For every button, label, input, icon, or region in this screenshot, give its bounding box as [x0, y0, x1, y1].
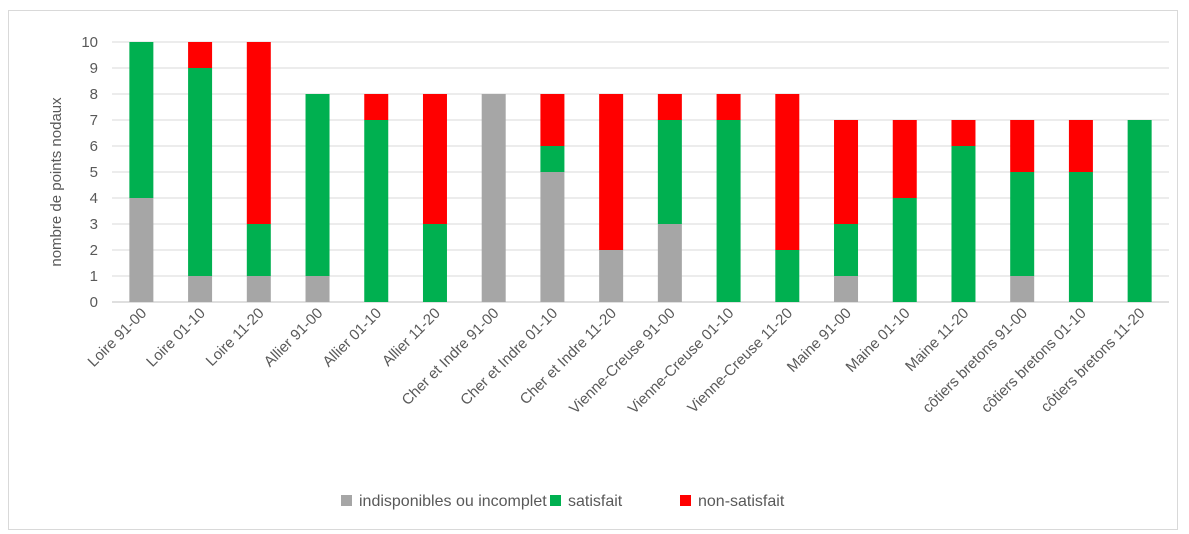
bar-segment [422, 94, 447, 224]
y-tick-label: 8 [90, 86, 98, 103]
bar-segment [540, 94, 565, 146]
bar-segment [364, 120, 389, 302]
y-tick-label: 1 [90, 268, 98, 285]
bar-segment [422, 224, 447, 302]
y-tick-label: 3 [90, 216, 98, 233]
bar-segment [892, 120, 917, 198]
x-tick-label: Vienne-Creuse 91-00 [566, 305, 679, 418]
y-tick-label: 6 [90, 138, 98, 155]
y-tick-label: 0 [90, 294, 98, 311]
bar-segment [246, 276, 271, 302]
legend-label: satisfait [568, 493, 623, 510]
x-tick-label: Loire 01-10 [143, 305, 209, 371]
x-tick-label: côtiers bretons 11-20 [1038, 305, 1149, 416]
bar-segment [188, 276, 213, 302]
y-tick-label: 4 [90, 190, 98, 207]
bar-segment [657, 120, 682, 224]
bar-segment [951, 146, 976, 302]
x-tick-label: Vienne-Creuse 11-20 [684, 305, 796, 417]
legend-label: indisponibles ou incomplet [359, 493, 547, 510]
bar-segment [716, 94, 741, 120]
x-tick-label: Loire 11-20 [203, 305, 268, 370]
x-tick-label: Allier 91-00 [261, 305, 327, 371]
bar-segment [305, 94, 330, 276]
y-tick-label: 2 [90, 242, 98, 259]
bar-segment [1010, 120, 1035, 172]
y-tick-label: 10 [81, 34, 98, 51]
x-tick-label: Cher et Indre 91-00 [399, 305, 503, 409]
bar-segment [540, 146, 565, 172]
y-tick-label: 9 [90, 60, 98, 77]
bar-segment [834, 120, 859, 224]
bar-segment [481, 94, 506, 302]
y-tick-label: 7 [90, 112, 98, 129]
legend: indisponibles ou incomplet satisfait non-s… [341, 493, 785, 510]
bar-segment [246, 224, 271, 276]
bar-segment [1010, 172, 1035, 276]
x-tick-label: côtiers bretons 01-10 [978, 305, 1090, 417]
bar-segment [657, 224, 682, 302]
bar-segment [129, 198, 154, 302]
bar-segment [951, 120, 976, 146]
bar-segment [775, 250, 800, 302]
bar-segment [305, 276, 330, 302]
y-axis-title: nombre de points nodaux [48, 97, 65, 267]
chart-frame: 0 1 2 3 4 5 6 7 8 9 10 Loire 91-00 Loire 01-10 Loire… [8, 10, 1178, 530]
bar-segment [657, 94, 682, 120]
bar-segment [1068, 172, 1093, 302]
legend-swatch [550, 495, 561, 506]
bar-segment [1068, 120, 1093, 172]
y-tick-labels: 0 1 2 3 4 5 6 7 8 9 10 [81, 34, 98, 311]
x-tick-label: Vienne-Creuse 01-10 [625, 305, 738, 418]
x-tick-label: Allier 01-10 [319, 305, 385, 371]
legend-swatch [680, 495, 691, 506]
bar-segment [599, 94, 624, 250]
bar-segment [188, 68, 213, 276]
bar-segment [246, 42, 271, 224]
gridlines [112, 41, 1169, 303]
bar-segment [188, 42, 213, 68]
x-tick-label: Cher et Indre 11-20 [517, 305, 620, 408]
bar-segment [129, 42, 154, 198]
x-tick-label: côtiers bretons 91-00 [919, 305, 1031, 417]
bars [129, 42, 1152, 302]
bar-segment [716, 120, 741, 302]
x-tick-label: Cher et Indre 01-10 [457, 305, 561, 409]
bar-segment [599, 250, 624, 302]
bar-segment [540, 172, 565, 302]
legend-label: non-satisfait [698, 493, 785, 510]
legend-swatch [341, 495, 352, 506]
bar-segment [1010, 276, 1035, 302]
bar-segment [892, 198, 917, 302]
x-tick-label: Loire 91-00 [85, 305, 151, 371]
bar-segment [834, 224, 859, 276]
bar-segment [1127, 120, 1152, 302]
bar-segment [775, 94, 800, 250]
bar-segment [364, 94, 389, 120]
bar-segment [834, 276, 859, 302]
y-tick-label: 5 [90, 164, 98, 181]
